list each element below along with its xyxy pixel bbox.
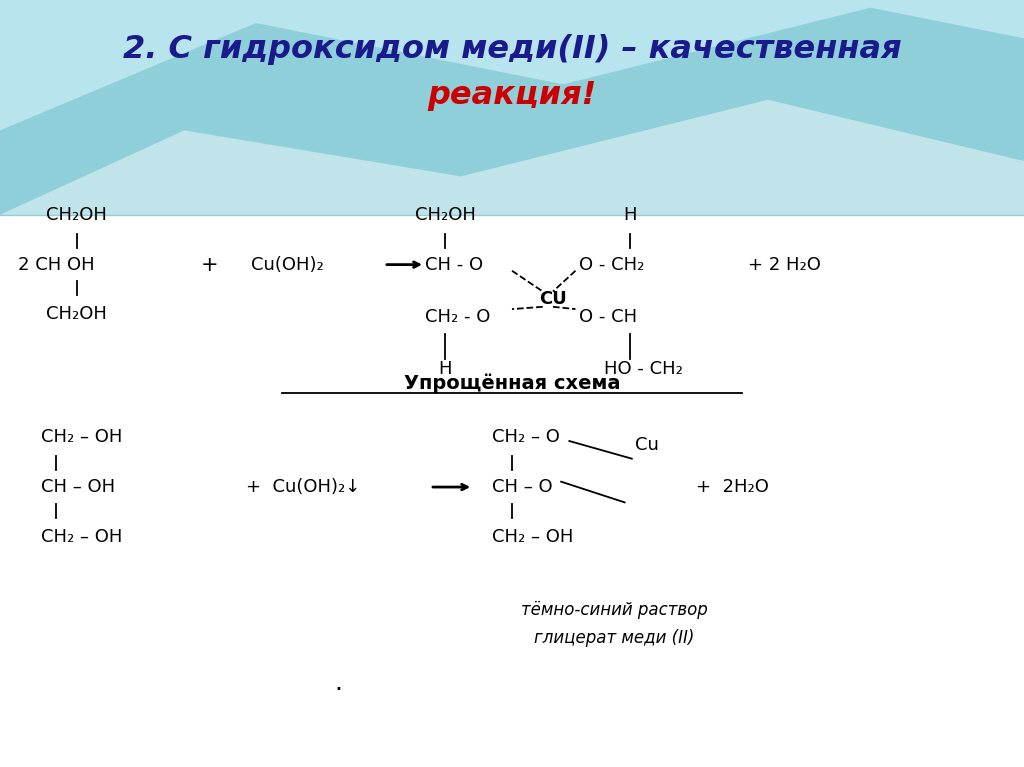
Text: CH₂ – O: CH₂ – O: [492, 428, 559, 446]
Text: CH₂ – OH: CH₂ – OH: [492, 528, 572, 546]
Polygon shape: [0, 0, 1024, 130]
Text: O - CH: O - CH: [579, 308, 637, 326]
Text: Cu: Cu: [635, 436, 658, 454]
Text: CH₂OH: CH₂OH: [415, 206, 476, 224]
Text: +  2H₂O: + 2H₂O: [696, 478, 769, 496]
Text: + 2 H₂O: + 2 H₂O: [748, 255, 820, 274]
Text: O - CH₂: O - CH₂: [579, 255, 644, 274]
Text: +: +: [201, 255, 219, 275]
Text: тёмно-синий раствор: тёмно-синий раствор: [521, 601, 708, 619]
Text: CH – O: CH – O: [492, 478, 552, 496]
Text: .: .: [334, 670, 342, 695]
Text: CH₂ – OH: CH₂ – OH: [41, 428, 122, 446]
Text: CH₂OH: CH₂OH: [46, 305, 108, 324]
Text: CH – OH: CH – OH: [41, 478, 115, 496]
Text: CH₂ – OH: CH₂ – OH: [41, 528, 122, 546]
Text: HO - CH₂: HO - CH₂: [604, 360, 683, 378]
Text: CU: CU: [539, 290, 567, 308]
Text: реакция!: реакция!: [427, 81, 597, 111]
Text: 2 CH OH: 2 CH OH: [18, 255, 95, 274]
Text: Упрощённая схема: Упрощённая схема: [403, 374, 621, 393]
Text: H: H: [438, 360, 453, 378]
Text: Cu(OH)₂: Cu(OH)₂: [251, 255, 324, 274]
Text: глицерат меди (II): глицерат меди (II): [535, 629, 694, 647]
Text: 2. С гидроксидом меди(II) – качественная: 2. С гидроксидом меди(II) – качественная: [123, 35, 901, 65]
Text: CH₂OH: CH₂OH: [46, 206, 108, 224]
Text: H: H: [623, 206, 637, 224]
Text: CH - O: CH - O: [425, 255, 483, 274]
Bar: [0, 0, 1024, 215]
Text: +  Cu(OH)₂↓: + Cu(OH)₂↓: [246, 478, 360, 496]
Text: CH₂ - O: CH₂ - O: [425, 308, 490, 326]
Polygon shape: [0, 100, 1024, 215]
